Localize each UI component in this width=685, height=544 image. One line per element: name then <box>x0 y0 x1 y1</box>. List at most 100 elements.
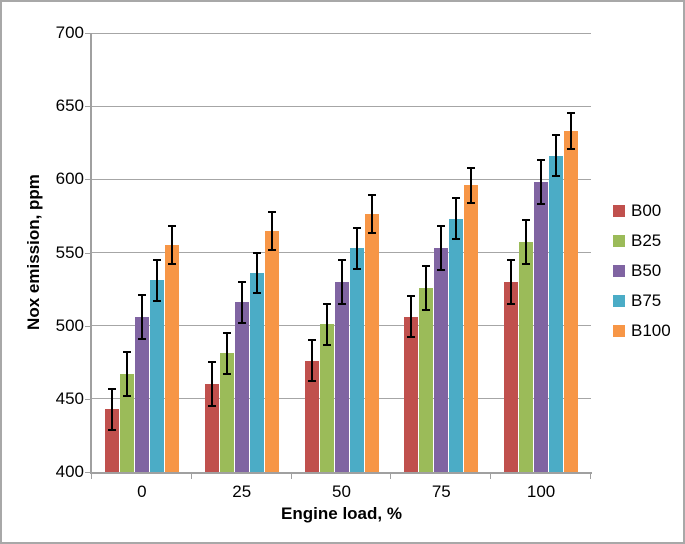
error-bar-cap-top <box>552 134 561 137</box>
error-bar-cap-bottom <box>267 248 276 251</box>
error-bar-cap-top <box>237 280 246 283</box>
error-bar-cap-bottom <box>152 299 161 302</box>
bar-B00-load-75 <box>404 316 419 472</box>
bar-B50-load-100 <box>534 182 549 472</box>
legend-item-B25: B25 <box>613 232 671 249</box>
error-bar-cap-bottom <box>307 380 316 383</box>
error-bar-line <box>510 259 513 304</box>
y-tick-450 <box>85 398 91 400</box>
error-bar-cap-bottom <box>122 394 131 397</box>
legend-swatch-B100 <box>613 325 625 337</box>
bar-B75-load-50 <box>349 248 364 472</box>
error-bar-cap-top <box>137 293 146 296</box>
error-bar-cap-top <box>467 166 476 169</box>
x-tick-label-0: 0 <box>137 482 147 501</box>
error-bar-cap-bottom <box>207 405 216 408</box>
error-bar-line <box>340 259 343 304</box>
bar-B50-load-50 <box>334 281 349 472</box>
legend-item-B75: B75 <box>613 291 671 310</box>
error-bar-line <box>140 294 143 339</box>
y-tick-label-450: 450 <box>55 388 84 408</box>
error-bar-cap-bottom <box>567 147 576 150</box>
y-tick-700 <box>85 33 91 34</box>
y-tick-600 <box>85 179 91 181</box>
error-bar-cap-bottom <box>222 372 231 375</box>
x-tick-label-100: 100 <box>526 482 556 501</box>
bar-B100-load-100 <box>564 131 579 472</box>
y-tick-label-700: 700 <box>55 23 84 42</box>
x-tick-4 <box>490 474 492 479</box>
bar-B75-load-25 <box>249 272 264 472</box>
bar-B25-load-0 <box>119 373 134 472</box>
error-bar-cap-bottom <box>452 238 461 241</box>
error-bar-cap-bottom <box>422 308 431 311</box>
error-bar-cap-bottom <box>552 175 561 178</box>
error-bar-line <box>325 303 328 345</box>
error-bar-cap-bottom <box>107 428 116 431</box>
gridline-650 <box>92 105 591 107</box>
y-tick-label-400: 400 <box>55 462 84 481</box>
legend-label-B50: B50 <box>631 261 662 280</box>
error-bar-cap-top <box>267 210 276 213</box>
bar-B100-load-25 <box>264 230 279 472</box>
error-bar-line <box>410 296 413 338</box>
error-bar-line <box>155 259 158 301</box>
bar-B00-load-100 <box>504 281 519 472</box>
legend-item-B50: B50 <box>613 261 671 280</box>
y-tick-label-600: 600 <box>55 169 84 189</box>
bar-B75-load-100 <box>549 155 564 472</box>
error-bar-cap-bottom <box>137 337 146 340</box>
legend-label-B75: B75 <box>631 291 662 310</box>
y-tick-650 <box>85 106 91 108</box>
error-bar-cap-bottom <box>407 336 416 339</box>
error-bar-cap-bottom <box>237 321 246 324</box>
error-bar-cap-bottom <box>507 302 516 305</box>
y-tick-label-650: 650 <box>55 96 84 116</box>
error-bar-cap-bottom <box>522 263 531 266</box>
error-bar-cap-bottom <box>537 203 546 206</box>
error-bar-cap-top <box>222 331 231 334</box>
error-bar-line <box>225 332 228 374</box>
error-bar-line <box>240 281 243 323</box>
error-bar-line <box>455 198 458 240</box>
y-tick-550 <box>85 252 91 254</box>
error-bar-cap-top <box>307 339 316 342</box>
legend-swatch-B75 <box>613 295 625 307</box>
bar-B100-load-75 <box>464 185 479 472</box>
plot-area <box>92 32 591 472</box>
bar-B75-load-75 <box>449 218 464 472</box>
error-bar-cap-top <box>252 251 261 254</box>
x-axis-line <box>90 472 592 474</box>
error-bar-cap-bottom <box>437 269 446 272</box>
y-tick-label-500: 500 <box>55 315 84 335</box>
error-bar-cap-bottom <box>252 292 261 295</box>
x-tick-2 <box>290 474 292 479</box>
gridline-600 <box>92 178 591 180</box>
error-bar-line <box>525 220 528 265</box>
error-bar-line <box>170 226 173 265</box>
error-bar-cap-top <box>537 159 546 162</box>
bar-B50-load-25 <box>234 302 249 472</box>
bar-B25-load-75 <box>419 287 434 472</box>
error-bar-line <box>370 195 373 234</box>
x-tick-3 <box>390 474 392 479</box>
y-axis-line <box>90 33 92 474</box>
bar-B25-load-100 <box>519 242 534 472</box>
gridline-700 <box>92 32 591 34</box>
error-bar-cap-top <box>352 226 361 229</box>
error-bar-cap-top <box>152 258 161 261</box>
x-tick-1 <box>190 474 192 479</box>
error-bar-cap-top <box>322 302 331 305</box>
error-bar-line <box>210 362 213 407</box>
error-bar-cap-top <box>422 264 431 267</box>
bar-B00-load-0 <box>104 409 119 472</box>
y-tick-label-550: 550 <box>55 242 84 262</box>
error-bar-cap-bottom <box>352 267 361 270</box>
error-bar-line <box>270 211 273 250</box>
error-bar-line <box>255 252 258 294</box>
error-bar-cap-top <box>207 361 216 364</box>
error-bar-cap-bottom <box>322 343 331 346</box>
error-bar-cap-top <box>367 194 376 197</box>
legend-label-B00: B00 <box>631 201 662 220</box>
error-bar-cap-top <box>522 219 531 222</box>
